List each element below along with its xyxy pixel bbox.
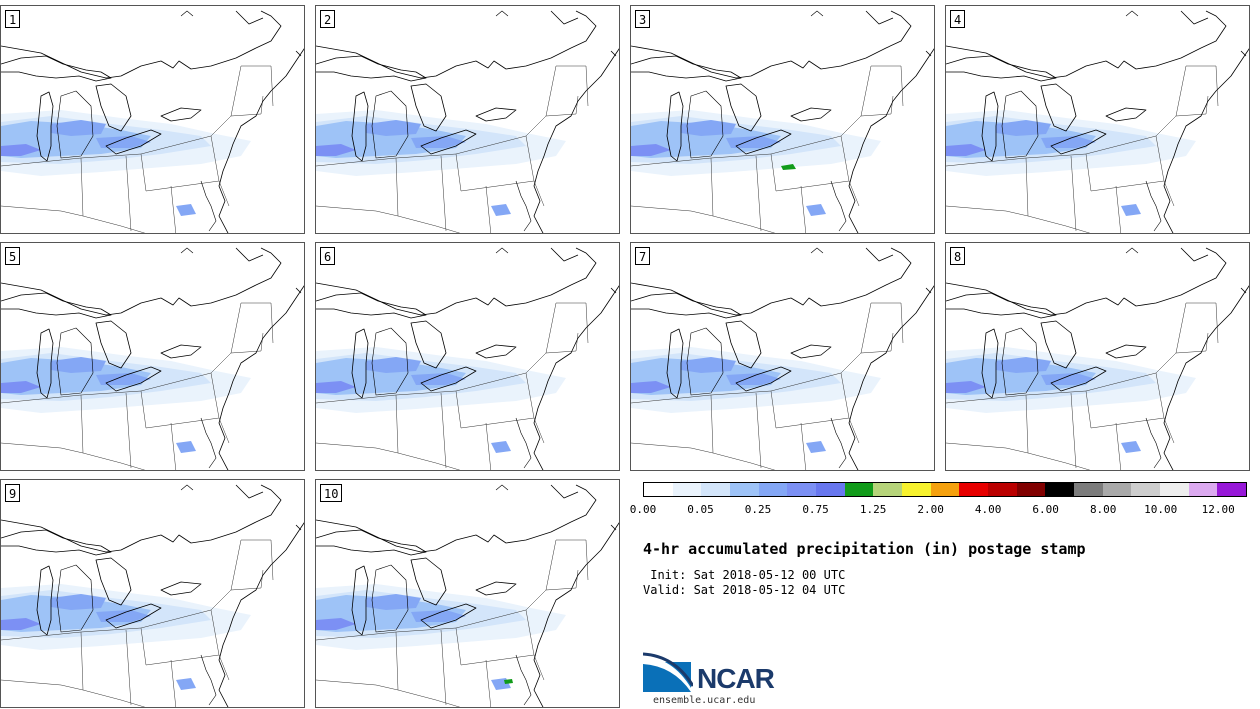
colorbar-swatch — [701, 483, 731, 496]
panel-label: 5 — [5, 247, 21, 265]
colorbar-swatch — [816, 483, 845, 496]
panel-label: 6 — [320, 247, 336, 265]
map-graphic — [316, 10, 619, 233]
colorbar-tick-label: 1.25 — [859, 503, 887, 516]
map-graphic — [316, 484, 619, 707]
colorbar-swatch — [644, 483, 673, 496]
valid-time: Valid: Sat 2018-05-12 04 UTC — [643, 583, 846, 597]
map-graphic — [1, 10, 304, 233]
map-panel: 2 — [315, 5, 620, 234]
colorbar-swatch — [672, 483, 702, 496]
colorbar-tick-label: 0.00 — [629, 503, 657, 516]
map-graphic — [631, 247, 934, 470]
panel-label: 2 — [320, 10, 336, 28]
map-panel: 1 — [0, 5, 305, 234]
map-graphic — [1, 247, 304, 470]
figure-title: 4-hr accumulated precipitation (in) post… — [643, 540, 1086, 558]
colorbar-swatch — [930, 483, 960, 496]
panel-label: 3 — [635, 10, 651, 28]
colorbar-tick-label: 10.00 — [1144, 503, 1178, 516]
panel-label: 9 — [5, 484, 21, 502]
colorbar-tick-label: 12.00 — [1201, 503, 1235, 516]
colorbar-swatch — [787, 483, 817, 496]
map-panel: 8 — [945, 242, 1250, 471]
colorbar-swatch — [1045, 483, 1075, 496]
panel-label: 4 — [950, 10, 966, 28]
map-panel: 7 — [630, 242, 935, 471]
colorbar — [643, 482, 1247, 497]
colorbar-swatch — [1016, 483, 1046, 496]
map-graphic — [946, 10, 1249, 233]
colorbar-swatch — [1188, 483, 1218, 496]
init-time: Init: Sat 2018-05-12 00 UTC — [643, 568, 846, 582]
colorbar-tick-label: 8.00 — [1089, 503, 1117, 516]
map-panel: 5 — [0, 242, 305, 471]
colorbar-tick-label: 0.75 — [802, 503, 829, 516]
colorbar-swatch — [1102, 483, 1132, 496]
map-graphic — [631, 10, 934, 233]
ncar-logo-icon — [643, 652, 693, 692]
colorbar-tick-label: 0.25 — [744, 503, 772, 516]
colorbar-tick-label: 4.00 — [974, 503, 1002, 516]
map-graphic — [316, 247, 619, 470]
colorbar-swatch — [758, 483, 788, 496]
colorbar-swatch — [902, 483, 931, 496]
colorbar-tick-label: 2.00 — [917, 503, 944, 516]
colorbar-swatch — [873, 483, 903, 496]
colorbar-tick-label: 6.00 — [1032, 503, 1059, 516]
colorbar-swatch — [1131, 483, 1161, 496]
site-url: ensemble.ucar.edu — [653, 695, 756, 706]
colorbar-swatch — [988, 483, 1017, 496]
map-panel: 6 — [315, 242, 620, 471]
colorbar-swatch — [1217, 483, 1247, 496]
panel-label: 7 — [635, 247, 651, 265]
colorbar-labels: 0.00 0.05 0.25 0.75 1.25 2.00 4.00 6.00 8.00 10.0… — [630, 503, 1260, 517]
colorbar-swatch — [730, 483, 759, 496]
colorbar-swatch — [1160, 483, 1189, 496]
colorbar-swatch — [959, 483, 989, 496]
map-graphic — [1, 484, 304, 707]
map-panel: 3 — [630, 5, 935, 234]
panel-label: 1 — [5, 10, 21, 28]
map-panel: 4 — [945, 5, 1250, 234]
panel-label: 10 — [320, 484, 343, 502]
colorbar-tick-label: 0.05 — [687, 503, 714, 516]
colorbar-swatch — [1074, 483, 1103, 496]
map-panel: 10 — [315, 479, 620, 708]
map-graphic — [946, 247, 1249, 470]
map-panel: 9 — [0, 479, 305, 708]
panel-label: 8 — [950, 247, 966, 265]
ncar-logo-text: NCAR — [697, 663, 775, 694]
colorbar-swatch — [844, 483, 874, 496]
